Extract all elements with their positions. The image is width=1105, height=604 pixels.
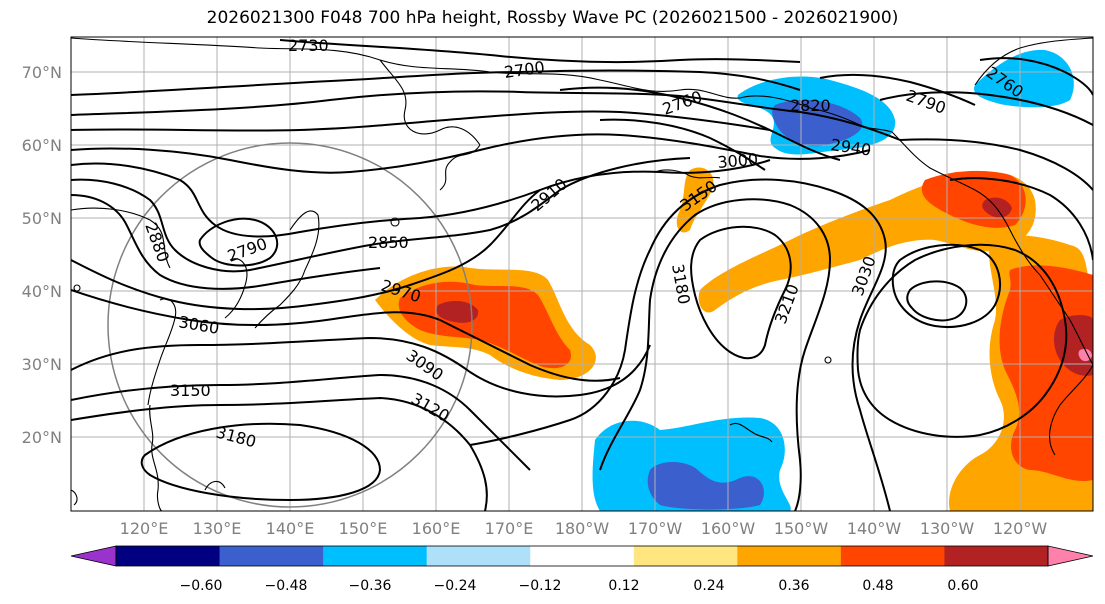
contour-label: 2730 <box>288 36 329 55</box>
colorbar-cell <box>633 546 738 566</box>
lon-label: 160°W <box>701 519 756 538</box>
colorbar-cell <box>323 546 428 566</box>
colorbar-tick-label: −0.60 <box>180 578 223 594</box>
contour-label: 3150 <box>170 381 211 400</box>
colorbar-tick-label: −0.48 <box>265 578 308 594</box>
colorbar-cell <box>219 546 324 566</box>
latitude-labels: 70°N 60°N 50°N 40°N 30°N 20°N <box>22 63 62 447</box>
height-contours <box>71 39 1093 511</box>
colorbar-low-extend <box>70 545 117 567</box>
lon-label: 180°W <box>555 519 610 538</box>
contour-label: 2850 <box>368 233 409 252</box>
lon-label: 150°W <box>774 519 829 538</box>
lon-label: 170°W <box>628 519 683 538</box>
map-title: 2026021300 F048 700 hPa height, Rossby W… <box>206 8 899 28</box>
negative-anomaly-region-ne <box>974 49 1074 108</box>
radius-circle <box>107 142 473 508</box>
colorbar-tick-label: 0.60 <box>947 578 978 594</box>
colorbar-tick-label: 0.24 <box>693 578 724 594</box>
lat-label: 20°N <box>22 428 62 447</box>
longitude-labels: 120°E 130°E 140°E 150°E 160°E 170°E 180°… <box>120 519 1048 538</box>
lon-label: 160°E <box>412 519 461 538</box>
colorbar-high-extend <box>1047 545 1094 567</box>
strong-negative-anomaly-tropics <box>647 461 764 510</box>
lat-label: 60°N <box>22 136 62 155</box>
colorbar-tick-label: 0.12 <box>608 578 639 594</box>
colorbar-tick-label: −0.36 <box>349 578 392 594</box>
colorbar-cells <box>116 546 1049 566</box>
peak-positive-anomaly-wp <box>436 300 479 323</box>
lat-label: 30°N <box>22 355 62 374</box>
positive-anomaly-band <box>676 167 714 233</box>
colorbar-tick-label: −0.24 <box>434 578 477 594</box>
lon-label: 170°E <box>485 519 534 538</box>
colorbar-cell <box>737 546 842 566</box>
colorbar-tick-label: 0.36 <box>778 578 809 594</box>
lat-label: 70°N <box>22 63 62 82</box>
colorbar-frame <box>115 545 1049 567</box>
colorbar-cell <box>116 546 221 566</box>
colorbar-ticks: −0.60 −0.48 −0.36 −0.24 −0.12 0.12 0.24 … <box>180 578 979 594</box>
lon-label: 140°W <box>847 519 902 538</box>
peak-positive-anomaly-nw <box>982 197 1012 218</box>
lon-label: 140°E <box>266 519 315 538</box>
lat-label: 40°N <box>22 282 62 301</box>
lon-label: 150°E <box>339 519 388 538</box>
colorbar: −0.60 −0.48 −0.36 −0.24 −0.12 0.12 0.24 … <box>70 545 1094 594</box>
lon-label: 130°W <box>920 519 975 538</box>
colorbar-tick-label: 0.48 <box>862 578 893 594</box>
extreme-positive-anomaly <box>1078 348 1092 362</box>
strong-positive-anomaly-region-wp <box>398 281 571 369</box>
colorbar-cell <box>530 546 635 566</box>
lon-label: 130°E <box>193 519 242 538</box>
coastlines <box>71 37 1093 511</box>
lon-label: 120°E <box>120 519 169 538</box>
colorbar-cell <box>840 546 945 566</box>
colorbar-cell <box>944 546 1049 566</box>
lat-label: 50°N <box>22 209 62 228</box>
colorbar-tick-label: −0.12 <box>519 578 562 594</box>
lon-label: 120°W <box>993 519 1048 538</box>
contour-label: 2820 <box>790 96 831 115</box>
contour-label: 3000 <box>717 150 759 172</box>
plot-frame <box>70 36 1094 512</box>
colorbar-cell <box>426 546 531 566</box>
anomaly-shading <box>375 49 1093 511</box>
